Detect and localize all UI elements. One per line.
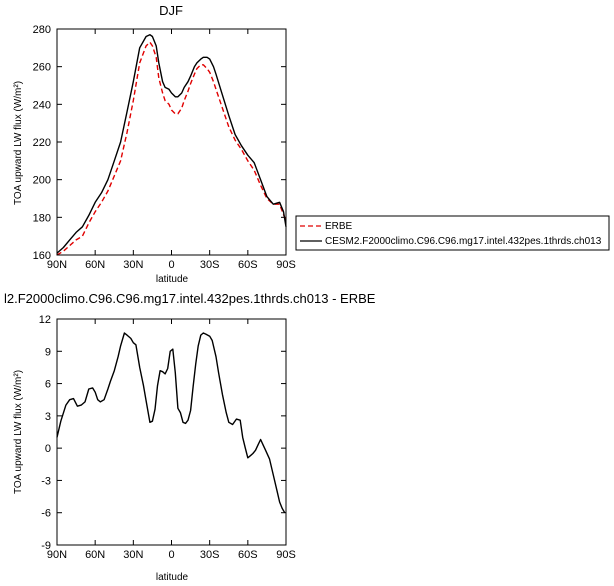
bottom-y-tick-label: -9: [41, 540, 51, 552]
bottom-y-axis-title: TOA upward LW flux (W/m²): [13, 370, 24, 494]
bottom-y-tick-label: 9: [45, 346, 51, 358]
top-y-tick-label: 160: [33, 250, 51, 262]
bottom-x-tick-label: 30N: [123, 549, 143, 561]
top-series-line-cesm2: [56, 34, 287, 254]
top-y-axis-title: TOA upward LW flux (W/m²): [13, 81, 24, 205]
legend-label-erbe: ERBE: [325, 221, 353, 232]
top-series-line-erbe: [56, 41, 287, 256]
top-ticks: 160 180 200 220 240 260 280 90N 60N 30N 0 30S 60S 90S: [33, 24, 296, 271]
top-y-tick-label: 220: [33, 137, 51, 149]
top-y-tick-label: 240: [33, 99, 51, 111]
top-panel-title: DJF: [159, 3, 183, 18]
bottom-panel-title: l2.F2000climo.C96.C96.mg17.intel.432pes.…: [4, 291, 376, 306]
bottom-x-tick-label: 60S: [238, 549, 258, 561]
top-y-tick-label: 180: [33, 212, 51, 224]
top-x-tick-label: 0: [168, 259, 174, 271]
bottom-y-tick-label: -3: [41, 475, 51, 487]
bottom-plot-frame: [56, 318, 287, 546]
bottom-series-line-difference: [56, 332, 286, 514]
bottom-x-tick-label: 90N: [47, 549, 67, 561]
top-plot-frame: [56, 28, 287, 256]
top-x-tick-label: 90S: [276, 259, 296, 271]
bottom-y-tick-label: 3: [45, 411, 51, 423]
bottom-x-tick-label: 60N: [85, 549, 105, 561]
bottom-x-tick-label: 30S: [200, 549, 220, 561]
top-x-tick-label: 60S: [238, 259, 258, 271]
top-x-tick-label: 60N: [85, 259, 105, 271]
bottom-y-tick-label: 0: [45, 443, 51, 455]
bottom-x-tick-label: 90S: [276, 549, 296, 561]
bottom-series-layer: [56, 332, 286, 514]
bottom-y-tick-label: -6: [41, 508, 51, 520]
legend-label-cesm2: CESM2.F2000climo.C96.C96.mg17.intel.432p…: [325, 236, 602, 247]
bottom-y-tick-label: 12: [39, 314, 51, 326]
top-panel: DJF TOA upward LW flux (W/m²) latitude 1…: [13, 3, 296, 285]
top-x-tick-label: 30N: [123, 259, 143, 271]
top-y-tick-label: 260: [33, 62, 51, 74]
bottom-panel: l2.F2000climo.C96.C96.mg17.intel.432pes.…: [4, 291, 376, 583]
bottom-x-axis-title: latitude: [156, 572, 189, 583]
bottom-x-tick-label: 0: [168, 549, 174, 561]
top-y-tick-label: 200: [33, 175, 51, 187]
top-x-tick-label: 90N: [47, 259, 67, 271]
legend-box: [295, 215, 610, 251]
bottom-y-tick-label: 6: [45, 379, 51, 391]
top-series-layer: [56, 34, 287, 256]
legend: ERBE CESM2.F2000climo.C96.C96.mg17.intel…: [295, 215, 610, 251]
top-y-tick-label: 280: [33, 24, 51, 36]
bottom-ticks: -9 -6 -3 0 3 6 9 12 90N 60N 30N 0 30S 60S 90S: [39, 314, 296, 561]
top-x-axis-title: latitude: [156, 274, 189, 285]
top-x-tick-label: 30S: [200, 259, 220, 271]
